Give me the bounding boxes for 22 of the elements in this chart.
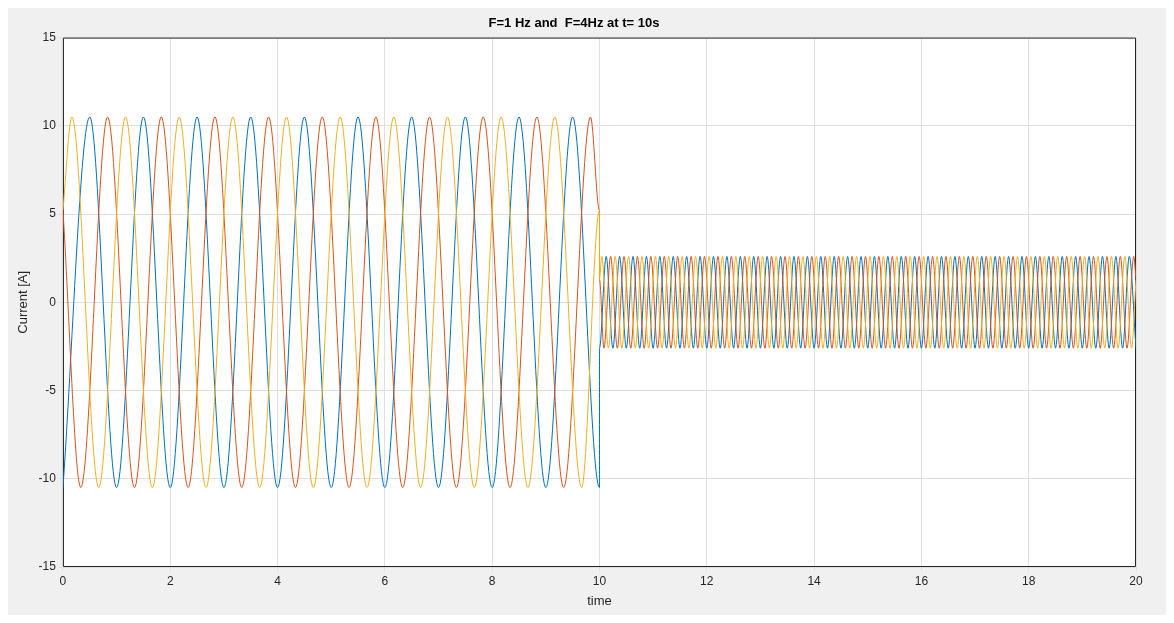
y-axis-title: Current [A] <box>15 270 31 334</box>
x-tick-label: 6 <box>381 573 389 588</box>
y-tick-label: -10 <box>38 471 57 486</box>
x-tick-label: 18 <box>1022 573 1036 588</box>
x-tick-label: 20 <box>1129 573 1143 588</box>
x-axis-title: time <box>587 592 612 608</box>
x-tick-label: 0 <box>59 573 67 588</box>
x-tick-label: 12 <box>700 573 714 588</box>
x-tick-label: 14 <box>807 573 822 588</box>
y-tick-label: 15 <box>42 29 57 44</box>
y-tick-label: 10 <box>42 118 57 133</box>
line-series <box>62 116 1136 489</box>
y-tick-label: -5 <box>45 382 57 397</box>
x-tick-label: 16 <box>914 573 929 588</box>
y-tick-label: 0 <box>49 294 57 309</box>
chart-title: F=1 Hz and F=4Hz at t= 10s <box>488 15 660 31</box>
x-tick-label: 2 <box>166 573 174 588</box>
y-tick-label: 5 <box>49 206 57 221</box>
y-tick-label: -15 <box>38 559 57 574</box>
x-tick-label: 4 <box>274 573 282 588</box>
x-tick-label: 8 <box>488 573 496 588</box>
x-tick-label: 10 <box>592 573 607 588</box>
